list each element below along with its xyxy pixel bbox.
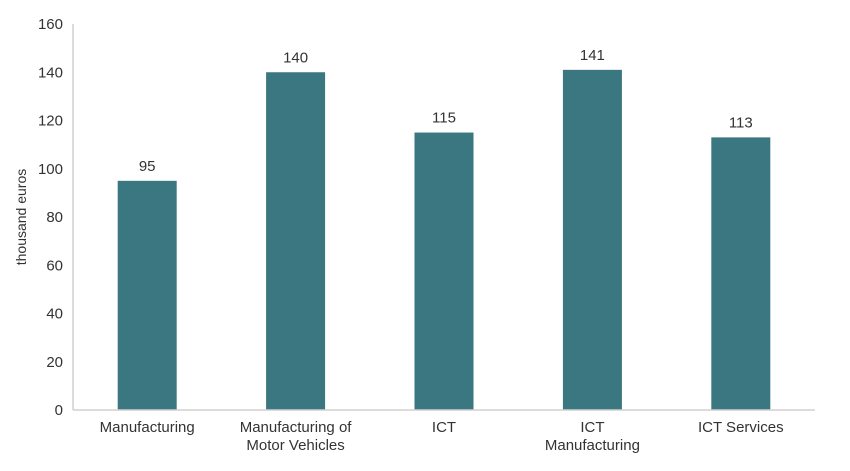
- data-label: 140: [283, 49, 308, 66]
- y-tick-label: 100: [38, 161, 63, 178]
- x-tick-label: ICT: [580, 419, 604, 436]
- bar: [266, 72, 326, 410]
- x-tick-label: Manufacturing: [545, 437, 640, 454]
- y-tick-label: 20: [46, 354, 63, 371]
- data-label: 115: [432, 110, 456, 127]
- y-tick-label: 60: [46, 257, 63, 274]
- x-tick-label: Motor Vehicles: [246, 437, 344, 454]
- y-tick-label: 120: [38, 113, 63, 130]
- y-tick-label: 0: [55, 402, 63, 419]
- data-label: 141: [580, 47, 605, 64]
- bar: [414, 132, 474, 410]
- x-tick-label: Manufacturing of: [240, 419, 353, 436]
- y-tick-label: 140: [38, 64, 63, 81]
- x-tick-label: ICT: [432, 419, 456, 436]
- data-label: 113: [729, 114, 753, 131]
- bar: [117, 180, 177, 410]
- data-label: 95: [139, 158, 156, 175]
- y-tick-label: 40: [46, 306, 63, 323]
- y-axis-label: thousand euros: [13, 169, 29, 266]
- bar: [562, 69, 622, 411]
- y-tick-label: 80: [46, 209, 63, 226]
- bar: [711, 137, 771, 410]
- x-tick-label: ICT Services: [698, 419, 784, 436]
- y-tick-label: 160: [38, 16, 63, 33]
- x-tick-label: Manufacturing: [100, 419, 195, 436]
